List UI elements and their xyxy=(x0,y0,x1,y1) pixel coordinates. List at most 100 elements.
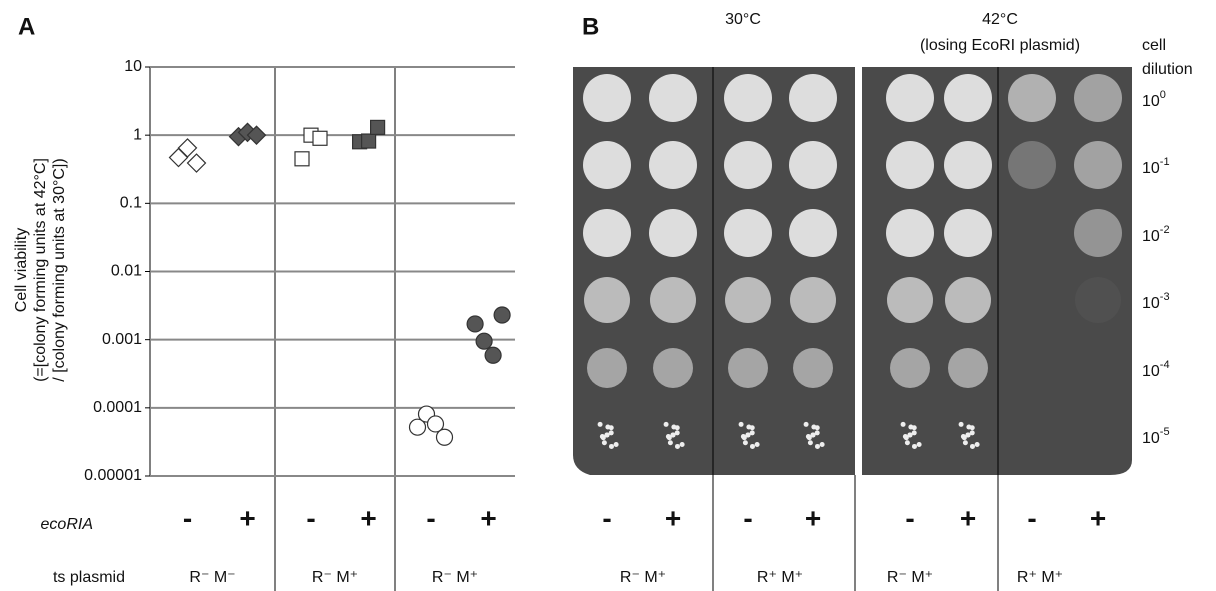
colony-spot xyxy=(583,209,631,257)
dilution-header: dilution xyxy=(1142,61,1193,78)
colony xyxy=(599,434,605,440)
colony-spot xyxy=(944,74,992,122)
colony xyxy=(670,432,676,438)
colony xyxy=(608,425,614,431)
colony-spot xyxy=(583,74,631,122)
colony-spot xyxy=(1075,277,1121,323)
x-tick-label: - xyxy=(306,502,315,533)
colony-spot xyxy=(583,141,631,189)
colony xyxy=(745,432,751,438)
y-tick-label: 0.00001 xyxy=(84,467,142,484)
colony xyxy=(679,442,685,448)
colony-spot xyxy=(653,348,693,388)
colony xyxy=(819,442,825,448)
colony xyxy=(814,430,820,436)
y-tick-label: 10 xyxy=(124,58,142,75)
colony-spot xyxy=(886,209,934,257)
colony-spot xyxy=(789,74,837,122)
colony xyxy=(738,421,744,427)
colony-spot xyxy=(1074,209,1122,257)
point xyxy=(466,315,484,333)
colony xyxy=(663,421,669,427)
dilution-base: 10 xyxy=(1142,160,1160,177)
point xyxy=(186,153,207,173)
dilution-base: 10 xyxy=(1142,430,1160,447)
colony xyxy=(608,430,614,436)
colony xyxy=(749,425,755,431)
point xyxy=(408,418,427,436)
colony xyxy=(805,434,811,440)
colony xyxy=(911,430,917,436)
colony xyxy=(754,442,760,448)
panel-label: A xyxy=(18,13,35,40)
sign: + xyxy=(805,502,821,533)
colony-spot xyxy=(793,348,833,388)
x-tick-label: + xyxy=(239,502,255,533)
point xyxy=(370,119,386,135)
colony-spot xyxy=(789,141,837,189)
colony-spot xyxy=(1008,74,1056,122)
colony xyxy=(904,440,910,446)
dilution-label: 10-5 xyxy=(1142,426,1170,447)
colony xyxy=(814,425,820,431)
y-label-line: Cell viability xyxy=(13,228,30,312)
dilution-exp: -5 xyxy=(1160,426,1170,438)
dilution-label: 10-1 xyxy=(1142,156,1170,177)
colony-spot xyxy=(1074,141,1122,189)
temperature: 42°C xyxy=(982,11,1018,28)
sign: - xyxy=(743,502,752,533)
colony xyxy=(807,440,813,446)
colony-spot xyxy=(584,277,630,323)
plate xyxy=(862,67,1132,475)
colony xyxy=(608,443,614,449)
y-tick-label: 0.001 xyxy=(102,331,142,348)
point xyxy=(312,130,328,146)
sign: - xyxy=(602,502,611,533)
point xyxy=(426,415,445,433)
colony xyxy=(969,443,975,449)
dilution-exp: -4 xyxy=(1160,359,1170,371)
y-tick-label: 0.0001 xyxy=(93,399,142,416)
x-tick-label: + xyxy=(360,502,376,533)
dilution-label: 100 xyxy=(1142,89,1166,110)
sign: + xyxy=(1090,502,1106,533)
point xyxy=(475,332,493,350)
colony xyxy=(907,432,913,438)
colony-spot xyxy=(724,141,772,189)
temperature-note: (losing EcoRI plasmid) xyxy=(920,37,1080,54)
point xyxy=(294,151,310,167)
dilution-base: 10 xyxy=(1142,295,1160,312)
temperature: 30°C xyxy=(725,11,761,28)
group-label: R⁻ M⁺ xyxy=(432,569,478,586)
colony-spot xyxy=(944,141,992,189)
group-label: R⁻ M⁺ xyxy=(312,569,358,586)
x-tick-label: + xyxy=(480,502,496,533)
colony xyxy=(965,432,971,438)
point xyxy=(246,125,267,146)
colony xyxy=(667,440,673,446)
row-label: ecoRIA xyxy=(41,516,93,533)
dilution-exp: -1 xyxy=(1160,156,1170,168)
colony xyxy=(960,434,966,440)
colony-spot xyxy=(790,277,836,323)
colony-spot xyxy=(649,74,697,122)
y-tick-label: 1 xyxy=(133,126,142,143)
dilution-header: cell xyxy=(1142,37,1166,54)
colony xyxy=(911,443,917,449)
colony-spot xyxy=(887,277,933,323)
sign: - xyxy=(1027,502,1036,533)
dilution-exp: 0 xyxy=(1160,89,1166,101)
dilution-base: 10 xyxy=(1142,93,1160,110)
colony xyxy=(604,432,610,438)
y-tick-label: 0.01 xyxy=(111,263,142,280)
point xyxy=(361,133,377,149)
colony-spot xyxy=(1008,141,1056,189)
colony-spot xyxy=(886,74,934,122)
colony xyxy=(674,425,680,431)
colony xyxy=(597,421,603,427)
colony-spot xyxy=(724,74,772,122)
colony xyxy=(601,440,607,446)
y-tick-label: 0.1 xyxy=(120,195,142,212)
dilution-base: 10 xyxy=(1142,363,1160,380)
